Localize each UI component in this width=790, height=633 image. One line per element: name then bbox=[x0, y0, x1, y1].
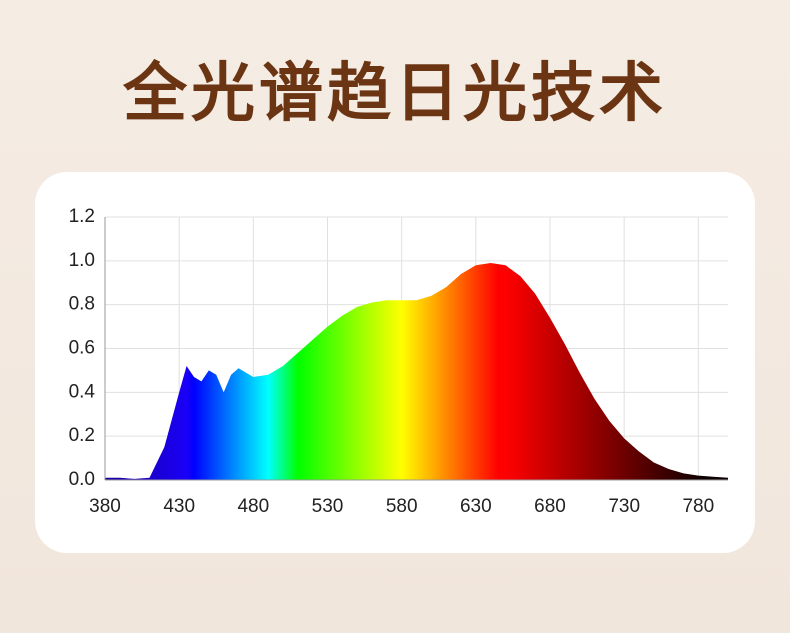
x-tick-label: 630 bbox=[460, 496, 492, 517]
y-tick-label: 0.2 bbox=[69, 425, 95, 446]
x-tick-label: 730 bbox=[608, 496, 640, 517]
y-tick-label: 0.6 bbox=[69, 338, 95, 359]
x-tick-label: 680 bbox=[534, 496, 566, 517]
y-tick-label: 1.0 bbox=[69, 250, 95, 271]
x-tick-label: 380 bbox=[89, 496, 121, 517]
x-tick-label: 530 bbox=[312, 496, 344, 517]
page-title: 全光谱趋日光技术 bbox=[123, 57, 667, 131]
x-tick-label: 480 bbox=[237, 496, 269, 517]
spectrum-area bbox=[105, 263, 728, 480]
x-tick-label: 780 bbox=[682, 496, 714, 517]
y-tick-label: 1.2 bbox=[69, 206, 95, 227]
y-tick-label: 0.4 bbox=[69, 381, 96, 402]
y-tick-label: 0.8 bbox=[69, 294, 95, 315]
x-tick-label: 580 bbox=[386, 496, 418, 517]
y-tick-label: 0.0 bbox=[69, 469, 95, 490]
x-tick-label: 430 bbox=[163, 496, 195, 517]
